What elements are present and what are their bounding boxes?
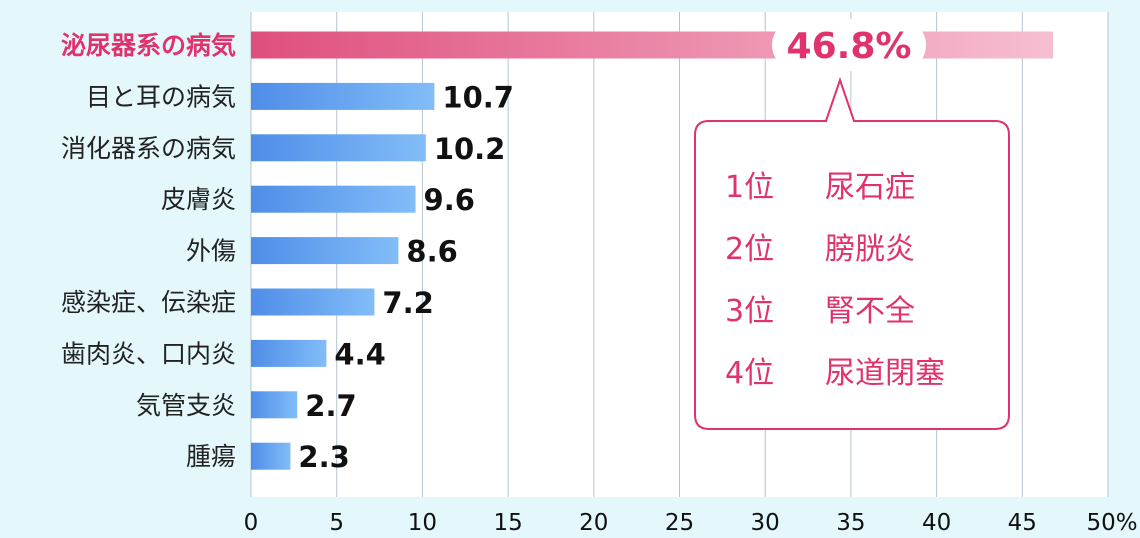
data-label: 7.2 <box>382 286 433 320</box>
callout-rank: 1位 <box>725 170 774 205</box>
x-tick-label: 15 <box>493 510 522 536</box>
bar <box>251 391 298 419</box>
category-label: 皮膚炎 <box>161 185 236 214</box>
category-label: 腫瘍 <box>186 442 236 471</box>
x-tick-label: 30 <box>751 510 780 536</box>
callout-rank: 2位 <box>725 232 774 267</box>
x-tick-label: 45 <box>1008 510 1037 536</box>
x-tick-label: 40 <box>922 510 951 536</box>
callout-rank: 4位 <box>725 356 774 391</box>
category-label: 泌尿器系の病気 <box>61 31 236 60</box>
bar <box>251 31 1054 59</box>
callout-item-name: 尿道閉塞 <box>825 356 945 391</box>
highlight-data-label: 46.8% <box>787 26 912 67</box>
category-label: 目と耳の病気 <box>86 82 236 111</box>
data-label: 10.2 <box>434 132 506 166</box>
category-label: 外傷 <box>186 237 236 266</box>
bar <box>251 237 399 265</box>
x-tick-label: 10 <box>408 510 437 536</box>
category-label: 消化器系の病気 <box>61 134 236 163</box>
bar <box>251 288 375 316</box>
data-label: 8.6 <box>406 235 457 269</box>
data-label: 4.4 <box>334 337 385 371</box>
x-tick-label: 20 <box>579 510 608 536</box>
x-tick-label: 5 <box>329 510 344 536</box>
callout-rank: 3位 <box>725 294 774 329</box>
callout-item-name: 腎不全 <box>825 294 915 329</box>
x-tick-label: 35 <box>836 510 865 536</box>
bar <box>251 185 416 213</box>
callout-item-name: 尿石症 <box>825 170 915 205</box>
data-label: 2.7 <box>305 389 356 423</box>
category-label: 気管支炎 <box>136 391 236 420</box>
category-label: 感染症、伝染症 <box>61 288 236 317</box>
x-tick-label: 25 <box>665 510 694 536</box>
x-tick-label: 50% <box>1086 510 1137 536</box>
data-label: 9.6 <box>424 183 475 217</box>
x-tick-label: 0 <box>244 510 259 536</box>
bar <box>251 82 435 110</box>
callout-item-name: 膀胱炎 <box>825 232 915 267</box>
data-label: 10.7 <box>442 80 514 114</box>
bar <box>251 339 327 367</box>
callout-box <box>694 76 1010 430</box>
bar <box>251 442 291 470</box>
highlight-value-pill <box>772 19 926 71</box>
category-label: 歯肉炎、口内炎 <box>61 339 236 368</box>
bar <box>251 134 426 162</box>
data-label: 2.3 <box>298 440 349 474</box>
